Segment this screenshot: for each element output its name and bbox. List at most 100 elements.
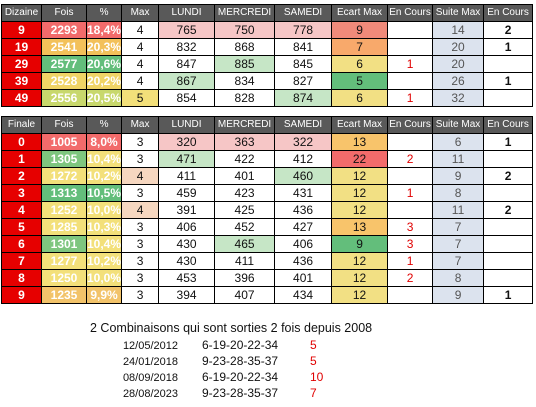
percent-cell: 18,4%	[85, 21, 123, 39]
en-cours-cell: 1	[387, 55, 434, 73]
en-cours-cell	[387, 167, 434, 185]
samedi-cell: 778	[274, 21, 333, 39]
dizaine-table: Dizaine Fois% Max LUNDI MERCREDI SAMEDI Ecart …	[1, 4, 534, 107]
column-header: Max	[121, 4, 160, 22]
max-cell: 4	[121, 167, 160, 185]
samedi-cell: 841	[274, 38, 333, 56]
max-cell: 3	[121, 286, 160, 304]
mercredi-cell: 834	[214, 72, 276, 90]
fois-cell: 1285	[41, 218, 87, 236]
row-label: 9	[1, 286, 42, 304]
table-row: 0 1005 8,0% 3 320 363 322 13 6 1	[1, 133, 534, 151]
max-cell: 3	[121, 235, 160, 253]
samedi-cell: 427	[274, 218, 333, 236]
combination-numbers: 9-23-28-35-37	[202, 386, 279, 400]
row-label: 3	[1, 184, 42, 202]
suite-max-cell: 20	[432, 55, 485, 73]
suite-max-cell: 9	[432, 167, 485, 185]
max-cell: 3	[121, 150, 160, 168]
en-cours-cell: 3	[387, 218, 434, 236]
en-cours-2-cell: 1	[483, 286, 534, 304]
lundi-cell: 867	[158, 72, 216, 90]
percent-cell: 10,3%	[85, 218, 123, 236]
ecart-max-cell: 12	[331, 252, 389, 270]
combination-row: 28/08/2023 9-23-28-35-37 7	[90, 385, 372, 401]
table-row: 8 1250 10,0% 3 453 396 401 12 2 8	[1, 269, 534, 287]
lundi-cell: 430	[158, 235, 216, 253]
row-label: 4	[1, 201, 42, 219]
suite-max-cell: 7	[432, 235, 485, 253]
en-cours-cell	[387, 38, 434, 56]
percent-cell: 10,4%	[85, 235, 123, 253]
en-cours-2-cell: 1	[483, 72, 534, 90]
column-header: Suite Max	[432, 4, 485, 22]
column-header: Dizaine	[1, 4, 42, 22]
combination-date: 28/08/2023	[122, 388, 178, 400]
column-header: MERCREDI	[214, 4, 276, 22]
mercredi-cell: 363	[214, 133, 276, 151]
percent-cell: 20,5%	[85, 89, 123, 107]
row-label: 8	[1, 269, 42, 287]
samedi-cell: 436	[274, 201, 333, 219]
finale-header-row: Finale Fois% Max LUNDI MERCREDI SAMEDI Ecart M…	[1, 116, 534, 134]
fois-cell: 2293	[41, 21, 87, 39]
table-row: 1 1305 10,4% 3 471 422 412 22 2 11	[1, 150, 534, 168]
en-cours-2-cell: 1	[483, 38, 534, 56]
samedi-cell: 406	[274, 235, 333, 253]
column-header: LUNDI	[158, 116, 216, 134]
combination-date: 24/01/2018	[122, 356, 178, 368]
suite-max-cell: 8	[432, 184, 485, 202]
row-label: 0	[1, 133, 42, 151]
en-cours-2-cell	[483, 184, 534, 202]
max-cell: 4	[121, 21, 160, 39]
max-cell: 3	[121, 184, 160, 202]
lundi-cell: 854	[158, 89, 216, 107]
lundi-cell: 320	[158, 133, 216, 151]
fois-cell: 1313	[41, 184, 87, 202]
fois-cell: 2528	[41, 72, 87, 90]
fois-cell: 1250	[41, 269, 87, 287]
table-row: 4 1252 10,0% 4 391 425 436 12 11 2	[1, 201, 534, 219]
table-row: 2 1272 10,2% 4 411 401 460 12 9 2	[1, 167, 534, 185]
samedi-cell: 434	[274, 286, 333, 304]
en-cours-cell: 1	[387, 252, 434, 270]
suite-max-cell: 7	[432, 252, 485, 270]
suite-max-cell: 6	[432, 133, 485, 151]
percent-cell: 20,6%	[85, 55, 123, 73]
suite-max-cell: 7	[432, 218, 485, 236]
row-label: 1	[1, 150, 42, 168]
mercredi-cell: 422	[214, 150, 276, 168]
mercredi-cell: 411	[214, 252, 276, 270]
suite-max-cell: 11	[432, 150, 485, 168]
max-cell: 4	[121, 201, 160, 219]
row-label: 2	[1, 167, 42, 185]
fois-cell: 1272	[41, 167, 87, 185]
samedi-cell: 460	[274, 167, 333, 185]
fois-cell: 2577	[41, 55, 87, 73]
percent-cell: 9,9%	[85, 286, 123, 304]
combination-count: 5	[310, 338, 317, 352]
column-header: En Cours	[483, 4, 534, 22]
column-header: SAMEDI	[274, 116, 333, 134]
mercredi-cell: 401	[214, 167, 276, 185]
combination-numbers: 9-23-28-35-37	[202, 354, 279, 368]
en-cours-cell	[387, 21, 434, 39]
max-cell: 4	[121, 38, 160, 56]
en-cours-2-cell: 1	[483, 133, 534, 151]
ecart-max-cell: 6	[331, 55, 389, 73]
lundi-cell: 832	[158, 38, 216, 56]
combination-count: 5	[310, 354, 317, 368]
suite-max-cell: 32	[432, 89, 485, 107]
fois-cell: 1277	[41, 252, 87, 270]
ecart-max-cell: 12	[331, 286, 389, 304]
combination-date: 12/05/2012	[122, 340, 178, 352]
table-row: 9 2293 18,4% 4 765 750 778 9 14 2	[1, 21, 534, 39]
max-cell: 3	[121, 252, 160, 270]
combination-row: 08/09/2018 6-19-20-22-34 10	[90, 369, 372, 385]
lundi-cell: 430	[158, 252, 216, 270]
en-cours-2-cell: 2	[483, 201, 534, 219]
table-row: 6 1301 10,4% 3 430 465 406 9 3 7	[1, 235, 534, 253]
en-cours-cell: 2	[387, 150, 434, 168]
combination-count: 10	[310, 370, 324, 384]
dizaine-header-row: Dizaine Fois% Max LUNDI MERCREDI SAMEDI Ecart …	[1, 4, 534, 22]
